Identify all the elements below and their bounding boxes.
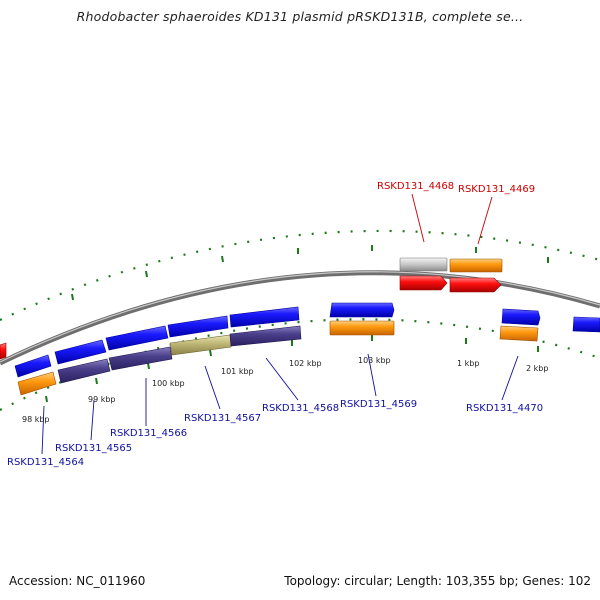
gene-feature xyxy=(169,334,232,356)
gene-label: RSKD131_4566 xyxy=(110,428,187,439)
outer-major-ticks xyxy=(71,245,549,301)
gene-label: RSKD131_4470 xyxy=(466,403,543,414)
forward-strand-features xyxy=(0,302,600,378)
scale-label: 101 kbp xyxy=(221,367,254,376)
scale-label: 103 kbp xyxy=(358,356,391,365)
reverse-strand-features xyxy=(17,320,539,396)
scale-label: 102 kbp xyxy=(289,359,322,368)
gene-feature xyxy=(0,342,7,360)
gene-feature xyxy=(501,308,541,326)
gene-feature xyxy=(17,371,57,396)
scale-label: 1 kbp xyxy=(457,359,479,368)
outer-scale-ring xyxy=(0,229,600,321)
gene-feature xyxy=(167,315,229,338)
gene-feature xyxy=(572,316,600,333)
scale-label: 100 kbp xyxy=(152,379,185,388)
gene-label: RSKD131_4568 xyxy=(262,403,339,414)
gene-feature xyxy=(229,325,302,347)
gene-feature xyxy=(57,358,111,384)
gene-feature xyxy=(399,275,448,291)
plasmid-backbone-highlight xyxy=(0,271,600,363)
gene-label: RSKD131_4469 xyxy=(458,184,535,195)
gene-labels: RSKD131_4468 RSKD131_4469 RSKD131_4564 R… xyxy=(7,181,543,468)
accession-text: Accession: NC_011960 xyxy=(9,574,146,588)
scale-label: 2 kbp xyxy=(526,364,548,373)
map-title: Rhodobacter sphaeroides KD131 plasmid pR… xyxy=(76,9,524,24)
gene-feature xyxy=(54,339,107,365)
label-leader-lines xyxy=(41,193,519,455)
gene-feature xyxy=(108,346,173,371)
inner-major-ticks xyxy=(45,335,539,403)
gene-label: RSKD131_4468 xyxy=(377,181,454,192)
gene-label: RSKD131_4565 xyxy=(55,443,132,454)
gene-feature xyxy=(399,257,448,272)
top-features xyxy=(399,257,503,293)
gene-label: RSKD131_4569 xyxy=(340,399,417,410)
scale-labels: 98 kbp 99 kbp 100 kbp 101 kbp 102 kbp 10… xyxy=(22,356,548,424)
scale-label: 99 kbp xyxy=(88,395,116,404)
gene-feature xyxy=(14,354,52,378)
gene-feature xyxy=(499,325,539,342)
gene-feature xyxy=(229,306,300,328)
gene-feature xyxy=(329,320,395,336)
gene-feature xyxy=(329,302,395,318)
summary-text: Topology: circular; Length: 103,355 bp; … xyxy=(284,574,591,588)
scale-label: 98 kbp xyxy=(22,415,50,424)
gene-label: RSKD131_4564 xyxy=(7,457,84,468)
plasmid-backbone xyxy=(0,270,600,366)
gene-feature xyxy=(105,325,169,351)
gene-feature xyxy=(449,258,503,273)
gene-feature xyxy=(449,277,502,293)
gene-label: RSKD131_4567 xyxy=(184,413,261,424)
